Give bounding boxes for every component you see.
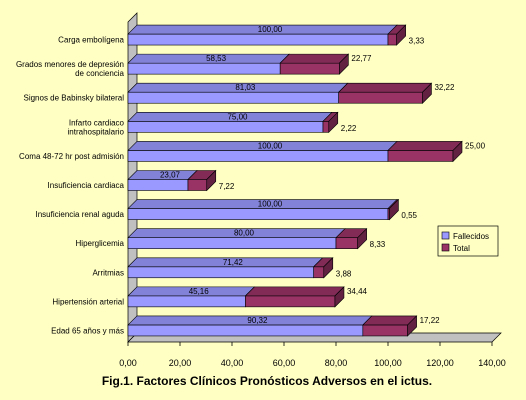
bar-total [387,24,407,46]
x-tick-label: 60,00 [273,358,296,368]
bar-total [322,111,339,134]
data-label-total: 7,22 [219,182,235,191]
data-label-fallecidos: 100,00 [258,200,283,209]
data-label-total: 34,44 [347,287,368,296]
data-label-fallecidos: 23,07 [160,171,181,180]
category-label: Coma 48-72 hr post admisión [19,152,124,161]
data-label-fallecidos: 71,42 [223,258,244,267]
data-label-total: 2,22 [341,124,357,133]
bar-total [362,315,418,337]
data-label-total: 17,22 [420,316,441,325]
bar-total [337,82,433,104]
category-labels: Carga embolígena Grados menores de depres… [16,36,125,336]
category-label: Infarto cardiaco intrahospitalario [68,118,125,136]
data-label-fallecidos: 100,00 [258,141,283,150]
category-label: Signos de Babinsky bilateral [23,94,124,103]
data-label-fallecidos: 81,03 [235,83,256,92]
x-tick-label: 120,00 [426,358,454,368]
data-label-total: 32,22 [434,83,455,92]
x-tick-label: 0,00 [119,358,137,368]
data-label-total: 25,00 [465,141,486,150]
bar-fallecidos [127,24,398,46]
data-label-total: 22,77 [351,54,372,63]
bar-total [387,140,463,163]
bar-fallecidos [127,112,333,133]
bar-total [279,53,350,75]
x-axis: 0,00 20,00 40,00 60,00 80,00 100,00 120,00 140,… [119,342,506,368]
category-label: Insuficiencia renal aguda [35,210,124,219]
bar-fallecidos [127,53,290,75]
data-label-total: 3,33 [409,37,425,46]
category-label: Arritmias [92,268,124,277]
legend-label: Fallecidos [453,232,489,241]
data-label-fallecidos: 75,00 [227,112,248,121]
data-label-fallecidos: 80,00 [234,229,255,238]
legend-swatch [441,243,450,252]
bar-total [187,169,217,192]
bar-total [244,286,345,308]
bars [127,24,463,337]
chart-title: Fig.1. Factores Clínicos Pronósticos Adv… [102,374,432,388]
data-label-total: 3,88 [336,269,352,278]
data-label-fallecidos: 45,16 [189,287,210,296]
bar-total [312,257,334,279]
data-label-fallecidos: 90,32 [247,316,268,325]
x-tick-label: 80,00 [325,358,348,368]
category-label: Hiperglicemia [76,239,125,248]
x-tick-label: 40,00 [221,358,244,368]
bar-total [335,227,368,250]
category-label: Carga embolígena [58,36,124,45]
x-tick-label: 20,00 [169,358,192,368]
data-label-total: 8,33 [370,240,386,249]
legend-swatch [441,231,450,240]
bar-fallecidos [127,315,373,337]
data-labels: 100,00 3,33 58,53 22,77 81,03 32,22 75,00 2,22 1… [160,25,486,325]
legend: Fallecidos Total [437,225,499,257]
x-tick-label: 100,00 [374,358,402,368]
bar-total [387,198,400,221]
x-tick-label: 140,00 [478,358,506,368]
category-label: Grados menores de depresión de conciencia [16,60,125,78]
data-label-fallecidos: 58,53 [206,54,227,63]
category-label: Insuficiencia cardiaca [48,181,125,190]
category-label: Edad 65 años y más [51,326,124,335]
data-label-total: 0,55 [401,211,417,220]
legend-label: Total [453,244,470,253]
category-label: Hipertensión arterial [52,297,124,306]
data-label-fallecidos: 100,00 [258,25,283,34]
